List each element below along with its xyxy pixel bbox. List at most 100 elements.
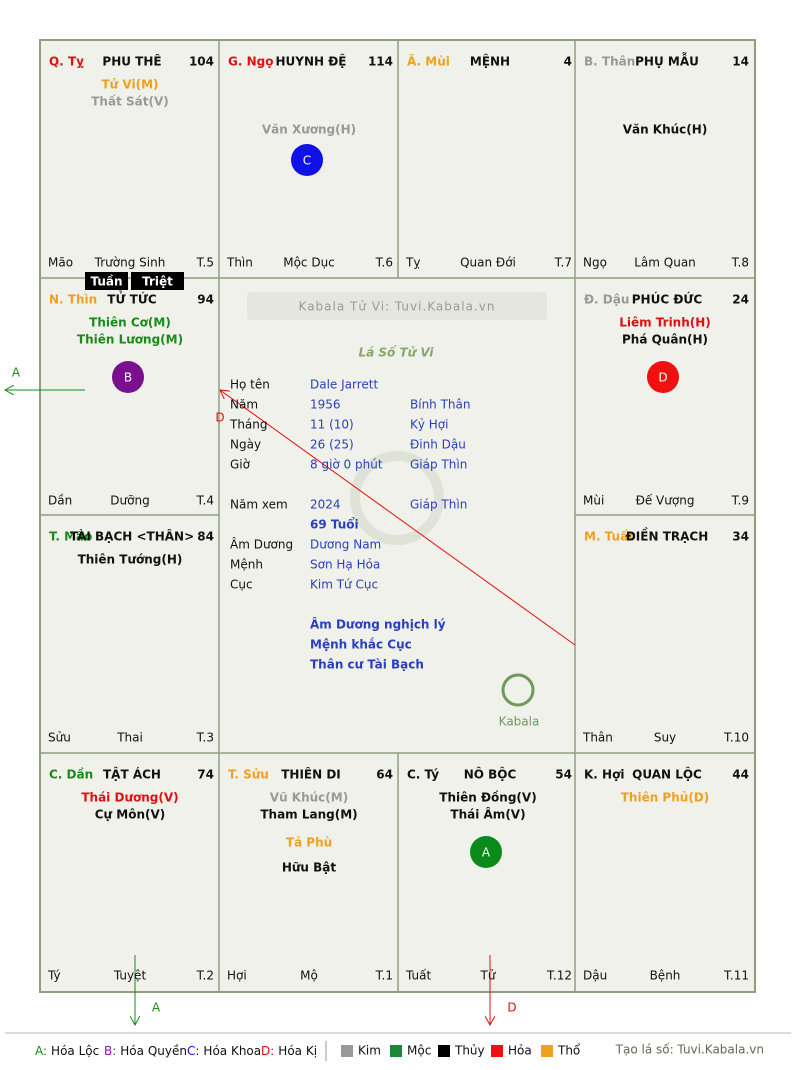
palace-number: 104 — [189, 55, 214, 69]
minor-star: Hữu Bật — [282, 861, 337, 875]
transform-letter: C — [303, 154, 311, 168]
cell-footer: Thai — [116, 731, 143, 745]
info-label: Mệnh — [230, 558, 263, 572]
cell-footer: T.10 — [723, 731, 749, 745]
palace-name: TÀI BẠCH <THÂN> — [70, 529, 194, 544]
palace-number: 34 — [732, 530, 749, 544]
palace-number: 4 — [564, 55, 572, 69]
info-value: 2024 — [310, 498, 341, 512]
element-swatch — [390, 1045, 402, 1057]
credit: Tạo lá số: Tuvi.Kabala.vn — [615, 1043, 764, 1057]
minor-star: Tả Phù — [286, 836, 332, 850]
branch: N. Thìn — [49, 293, 97, 307]
branch: C. Dần — [49, 768, 93, 782]
cell-footer: T.8 — [731, 256, 749, 270]
palace-name: NÔ BỘC — [464, 767, 517, 782]
arrow-label: A — [152, 1001, 161, 1015]
branch: Đ. Dậu — [584, 293, 629, 307]
main-star: Thiên Đồng(V) — [439, 791, 536, 805]
branch: C. Tý — [407, 768, 439, 782]
cell-footer: T.9 — [731, 494, 749, 508]
cell-footer: Ngọ — [583, 256, 607, 270]
cell-footer: Thìn — [226, 256, 253, 270]
tag: Triệt — [142, 275, 173, 289]
center-note: Mệnh khắc Cục — [310, 638, 412, 652]
info-value: 26 (25) — [310, 438, 354, 452]
transform-mark — [291, 144, 323, 176]
transform-mark — [470, 836, 502, 868]
legend-item: B: Hóa Quyền — [104, 1044, 187, 1058]
palace-name: QUAN LỘC — [632, 767, 702, 782]
cell-footer: Trường Sinh — [94, 256, 166, 270]
transform-letter: A — [482, 846, 491, 860]
legend-item: D: Hóa Kị — [261, 1044, 317, 1058]
cell-footer: Tuyệt — [113, 969, 147, 983]
cell-footer: Lâm Quan — [634, 256, 696, 270]
info-value: 69 Tuổi — [310, 517, 359, 532]
cell-footer: Bệnh — [650, 969, 681, 983]
cell-footer: Tử — [480, 969, 497, 983]
legend-item: C: Hóa Khoa — [187, 1044, 261, 1058]
info-extra: Giáp Thìn — [410, 458, 467, 472]
element-label: Mộc — [407, 1044, 431, 1058]
branch: B. Thân — [584, 55, 635, 69]
info-value: Sơn Hạ Hỏa — [310, 558, 380, 572]
info-extra: Đinh Dậu — [410, 438, 466, 452]
main-star: Liêm Trinh(H) — [619, 316, 711, 330]
cell-footer: T.6 — [375, 256, 393, 270]
logo-text: Kabala — [499, 715, 540, 729]
palace-number: 94 — [197, 293, 214, 307]
info-label: Năm — [230, 398, 258, 412]
minor-star: Văn Khúc(H) — [623, 123, 708, 137]
main-star: Thiên Lương(M) — [77, 333, 183, 347]
palace-name: PHÚC ĐỨC — [632, 292, 703, 307]
main-star: Vũ Khúc(M) — [270, 791, 348, 805]
cell-footer: T.12 — [546, 969, 572, 983]
main-star: Phá Quân(H) — [622, 333, 708, 347]
element-swatch — [341, 1045, 353, 1057]
palace-name: PHU THÊ — [102, 54, 161, 69]
info-value: Dale Jarrett — [310, 378, 378, 392]
info-label: Họ tên — [230, 378, 270, 392]
arrow — [220, 390, 576, 646]
cell-footer: Tỵ — [405, 256, 420, 270]
cell-footer: Tuất — [405, 969, 431, 983]
palace-number: 44 — [732, 768, 749, 782]
info-label: Ngày — [230, 438, 261, 452]
tag: Tuần — [90, 275, 122, 289]
branch: G. Ngọ — [228, 55, 273, 69]
element-swatch — [491, 1045, 503, 1057]
cell-footer: Dậu — [583, 969, 607, 983]
main-star: Thiên Tướng(H) — [78, 553, 183, 567]
main-star: Thất Sát(V) — [91, 95, 168, 109]
palace-number: 24 — [732, 293, 749, 307]
transform-mark — [112, 361, 144, 393]
info-extra: Giáp Thìn — [410, 498, 467, 512]
palace-name: HUYNH ĐỆ — [276, 54, 347, 69]
info-label: Năm xem — [230, 498, 288, 512]
cell-footer: T.11 — [723, 969, 749, 983]
center-note: Thân cư Tài Bạch — [310, 658, 424, 672]
info-value: Dương Nam — [310, 538, 381, 552]
info-label: Âm Dương — [230, 537, 293, 552]
info-value: Kim Tứ Cục — [310, 578, 378, 592]
palace-number: 64 — [376, 768, 393, 782]
cell-footer: Suy — [654, 731, 676, 745]
branch: M. Tuất — [584, 530, 634, 544]
info-extra: Bính Thân — [410, 398, 471, 412]
tag-box — [131, 272, 184, 290]
main-star: Thiên Cơ(M) — [89, 316, 171, 330]
cell-footer: Mộ — [300, 969, 318, 983]
info-value: 11 (10) — [310, 418, 354, 432]
palace-number: 74 — [197, 768, 214, 782]
arrow-label: A — [12, 366, 21, 380]
info-label: Tháng — [229, 418, 268, 432]
info-extra: Kỷ Hợi — [410, 418, 448, 432]
info-value: 1956 — [310, 398, 341, 412]
cell-footer: Hợi — [227, 969, 247, 983]
cell-footer: Dần — [48, 494, 72, 508]
legend-item: A: Hóa Lộc — [35, 1044, 99, 1058]
branch: Ã. Mùi — [407, 54, 450, 69]
element-swatch — [438, 1045, 450, 1057]
cell-footer: Sửu — [48, 731, 71, 745]
